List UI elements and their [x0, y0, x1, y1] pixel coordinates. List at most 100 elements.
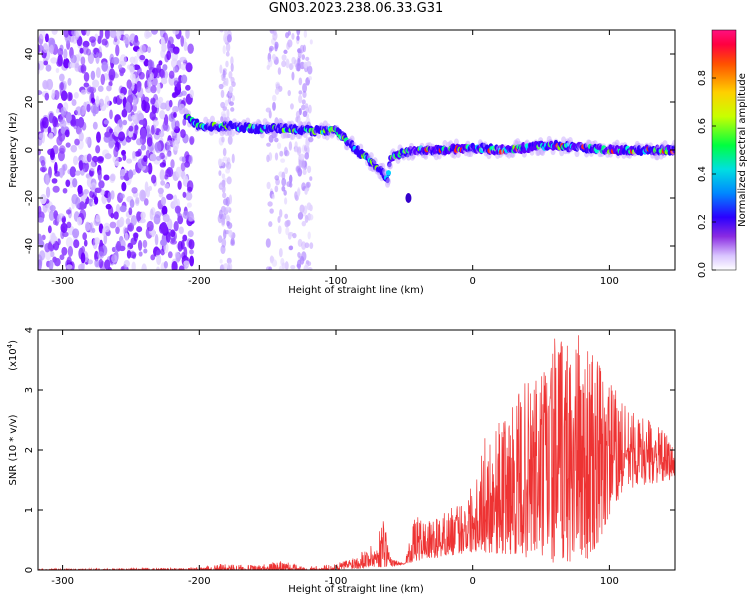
noise-speckle — [89, 36, 96, 43]
colorbar-tick-label: 0.0 — [697, 262, 708, 278]
noise-speckle — [140, 211, 146, 220]
noise-speckle — [119, 54, 127, 66]
stripe-speckle — [268, 266, 273, 270]
track-halo — [358, 143, 364, 151]
noise-speckle — [54, 258, 61, 267]
stripe-speckle — [296, 30, 301, 36]
noise-speckle — [57, 47, 64, 57]
noise-speckle — [98, 98, 105, 107]
stripe-speckle — [288, 62, 294, 70]
stripe-speckle — [299, 153, 305, 161]
noise-speckle — [91, 227, 96, 234]
noise-speckle — [173, 111, 177, 118]
stripe-speckle — [298, 77, 303, 86]
stripe-speckle — [305, 181, 311, 188]
track-halo — [455, 150, 461, 158]
noise-speckle — [84, 221, 91, 232]
stripe-speckle — [226, 161, 232, 170]
stripe-speckle — [308, 75, 313, 81]
noise-speckle — [98, 180, 105, 189]
noise-speckle — [150, 85, 157, 94]
noise-speckle — [74, 138, 80, 146]
noise-speckle — [176, 130, 181, 143]
noise-speckle — [73, 155, 79, 166]
noise-speckle — [182, 175, 189, 184]
stripe-speckle — [271, 94, 277, 102]
noise-speckle — [66, 264, 73, 270]
noise-speckle — [69, 62, 76, 68]
track-halo — [561, 136, 567, 144]
noise-speckle — [163, 261, 168, 269]
x-tick-label: 100 — [600, 576, 619, 587]
stripe-speckle — [295, 110, 301, 119]
track-halo — [468, 150, 474, 158]
y-tick-label: 20 — [24, 96, 35, 109]
noise-speckle — [172, 30, 180, 35]
noise-speckle — [89, 86, 97, 94]
noise-speckle — [86, 103, 91, 113]
stripe-speckle — [297, 49, 302, 59]
noise-speckle — [95, 98, 100, 105]
noise-speckle — [131, 261, 136, 270]
noise-speckle — [42, 79, 49, 90]
noise-speckle — [97, 35, 102, 45]
noise-speckle — [185, 30, 190, 40]
stripe-speckle — [274, 185, 279, 193]
stripe-speckle — [290, 265, 296, 270]
stripe-speckle — [283, 146, 288, 157]
noise-speckle — [111, 254, 118, 263]
noise-speckle — [59, 168, 64, 179]
colorbar-frame — [711, 29, 737, 271]
noise-speckle — [188, 239, 195, 250]
stripe-speckle — [225, 51, 230, 57]
noise-speckle — [67, 246, 74, 257]
stripe-speckle — [267, 201, 273, 207]
stripe-speckle — [222, 69, 226, 79]
noise-speckle — [66, 221, 72, 229]
noise-speckle — [41, 116, 49, 129]
noise-speckle — [61, 246, 68, 256]
track-peak — [385, 170, 391, 176]
noise-speckle — [171, 261, 178, 270]
y-tick-label: 0 — [24, 147, 35, 153]
stripe-speckle — [228, 194, 233, 205]
stripe-speckle — [307, 267, 312, 270]
noise-speckle — [180, 74, 188, 84]
noise-speckle — [160, 238, 168, 246]
noise-speckle — [38, 217, 45, 223]
stripe-speckle — [304, 188, 308, 195]
noise-speckle — [110, 190, 115, 200]
noise-speckle — [172, 47, 180, 55]
y-tick-label: 3 — [24, 387, 35, 393]
stripe-speckle — [230, 63, 234, 72]
noise-speckle — [189, 249, 194, 255]
noise-speckle — [185, 84, 191, 91]
noise-speckle — [51, 89, 56, 99]
noise-speckle — [81, 121, 87, 131]
track-halo — [406, 153, 412, 161]
noise-speckle — [41, 167, 46, 173]
noise-speckle — [170, 229, 176, 238]
stripe-speckle — [274, 175, 280, 181]
stripe-speckle — [285, 32, 290, 39]
noise-speckle — [150, 254, 156, 261]
noise-speckle — [60, 90, 68, 102]
x-tick-label: -300 — [51, 276, 74, 287]
x-tick-label: -300 — [51, 576, 74, 587]
noise-speckle — [118, 131, 126, 142]
noise-speckle — [166, 143, 171, 152]
stripe-speckle — [305, 61, 312, 67]
noise-speckle — [38, 44, 44, 52]
noise-speckle — [162, 120, 169, 131]
noise-speckle — [125, 101, 131, 113]
stripe-speckle — [278, 247, 283, 258]
stripe-speckle — [221, 76, 226, 82]
stripe-speckle — [302, 110, 308, 118]
noise-speckle — [131, 114, 136, 121]
track-halo — [259, 131, 265, 139]
noise-speckle — [75, 106, 83, 116]
noise-speckle — [85, 136, 91, 145]
noise-speckle — [60, 222, 68, 234]
stripe-speckle — [230, 76, 235, 84]
noise-speckle — [134, 151, 141, 157]
